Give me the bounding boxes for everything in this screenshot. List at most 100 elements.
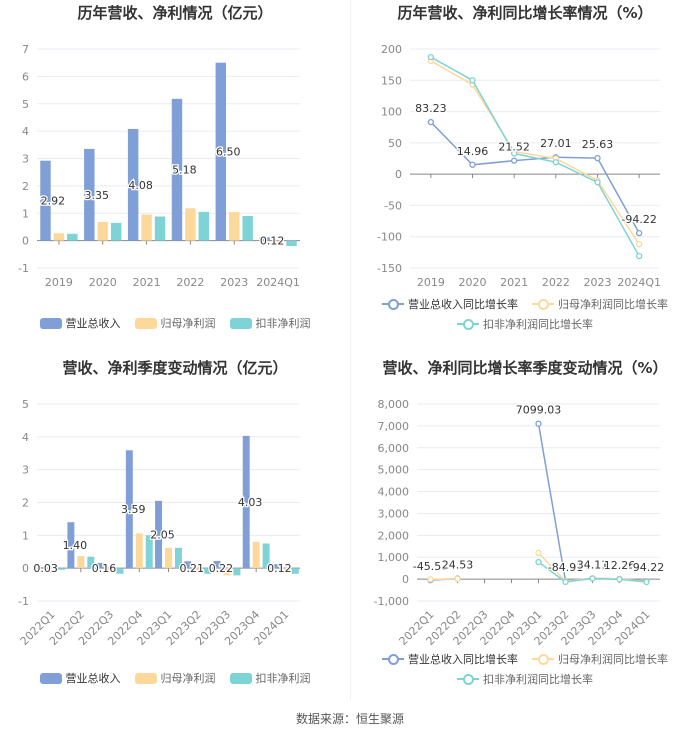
chart-title: 营收、净利季度变动情况（亿元） [62,359,288,377]
chart-quarterly-growth: 营收、净利同比增长率季度变动情况（%） -1,000 0 1,000 2,000 3,00… [350,355,700,705]
legend-item[interactable]: 扣非净利润同比增长率 [457,671,593,687]
y-tick-label: 50 [388,137,402,150]
y-tick-label: 2 [22,180,29,193]
bar-deducted-profit [154,216,166,241]
data-label: 27.01 [540,137,572,150]
data-label: 4.03 [238,496,263,509]
bar-revenue [127,128,139,241]
legend-item[interactable]: 归母净利润同比增长率 [532,296,668,312]
chart-quarterly-revenue-profit: 营收、净利季度变动情况（亿元） -1 0 1 2 3 4 5 2022Q1 2022Q2 2022Q… [0,355,350,705]
y-tick-label: 0 [22,235,29,248]
data-label: -94.22 [629,561,664,574]
legend-item[interactable]: 扣非净利润同比增长率 [457,316,593,332]
bar-revenue [271,564,279,569]
bar-deducted-profit [286,240,297,247]
y-tick-label: 3 [22,153,29,166]
bar-revenue [155,500,163,569]
bar-net-profit [194,568,202,573]
x-tick-label: 2021 [133,276,161,289]
y-tick-label: 3,000 [378,507,410,520]
bar-revenue [38,567,46,569]
data-label: 0.03 [33,562,58,575]
data-point [535,558,542,566]
data-label: -84.91 [548,561,583,574]
y-tick-label: 0 [395,168,402,181]
y-tick-label: -1 [18,595,29,608]
y-tick-label: 150 [381,74,402,87]
data-label: 34.11 [577,558,609,571]
data-point [594,154,601,162]
legend-swatch-icon [39,672,62,684]
bar-deducted-profit [110,222,122,241]
bar-deducted-profit [174,547,182,569]
y-tick-label: 4,000 [378,486,410,499]
bar-revenue [259,237,270,241]
legend-swatch-icon [382,298,404,310]
data-point [594,179,601,186]
bar-net-profit [229,212,240,241]
bar-deducted-profit [67,233,78,241]
data-point [427,118,434,126]
data-label: 14.96 [457,145,489,158]
data-point [469,161,476,168]
bar-deducted-profit [198,211,210,241]
legend-label: 扣非净利润 [255,672,311,685]
bar-revenue [67,522,75,569]
series-line [430,60,640,245]
data-point [562,578,569,586]
legend-item[interactable]: 扣非净利润 [229,670,311,686]
data-label: 12.26 [604,559,636,572]
y-tick-label: 1 [22,529,29,542]
data-source: 数据来源：恒生聚源 [295,712,404,726]
legend-label: 归母净利润同比增长率 [558,298,668,311]
chart-canvas: -150 -100 -50 0 50 100 150 200 2019 2020 2021 2022 2… [377,43,661,289]
legend-item[interactable]: 营业总收入 [39,670,121,686]
x-tick-label: 2023 [584,276,612,289]
bar-net-profit [97,222,108,241]
chart-canvas: -10123452022Q12022Q22022Q32022Q42023Q120… [18,398,300,648]
data-label: 0.21 [179,562,204,575]
y-tick-label: 1 [22,207,29,220]
data-label: 0.12 [267,562,292,575]
data-point [636,252,643,260]
data-label: 0.12 [260,235,285,248]
chart-title: 营收、净利同比增长率季度变动情况（%） [382,359,668,377]
legend-swatch-icon [382,653,404,665]
legend-item[interactable]: 营业总收入同比增长率 [382,651,518,667]
bar-net-profit [48,568,56,570]
data-point [636,229,643,237]
data-label: -45.53 [413,560,448,573]
legend-item[interactable]: 归母净利润 [134,315,216,331]
y-tick-label: 0 [22,562,29,575]
legend-item[interactable]: 归母净利润同比增长率 [532,651,668,667]
legend: 营业总收入 归母净利润 扣非净利润 [0,315,350,331]
bar-deducted-profit [58,568,66,570]
data-label: 6.50 [216,146,241,159]
x-tick-label: 2021 [500,276,528,289]
legend-item[interactable]: 归母净利润 [134,670,216,686]
legend-swatch-icon [39,317,62,329]
bar-net-profit [281,568,289,570]
y-tick-label: 200 [381,43,402,56]
data-point [469,77,476,84]
bar-net-profit [135,533,143,569]
legend-item[interactable]: 营业总收入同比增长率 [382,296,518,312]
x-tick-label: 2022 [542,276,570,289]
legend: 营业总收入同比增长率 归母净利润同比增长率扣非净利润同比增长率 [360,651,690,687]
legend-item[interactable]: 营业总收入 [39,315,121,331]
y-tick-label: 4 [22,125,29,138]
bar-net-profit [106,568,114,573]
bar-net-profit [165,547,172,569]
y-tick-label: 2 [22,497,29,510]
bar-deducted-profit [291,568,299,574]
bar-net-profit [223,568,231,576]
x-tick-label: 2019 [417,276,445,289]
series-line [430,56,640,257]
legend-swatch-icon [229,672,252,684]
bar-deducted-profit [116,568,124,574]
legend-item[interactable]: 扣非净利润 [229,315,311,331]
x-tick-label: 2024Q1 [617,276,661,289]
y-tick-label: -100 [377,231,402,244]
data-point [643,578,650,586]
chart-canvas: -1 0 1 2 3 4 5 6 7 2019 2020 2021 2022 2023 2024Q1 2.92… [18,43,300,289]
